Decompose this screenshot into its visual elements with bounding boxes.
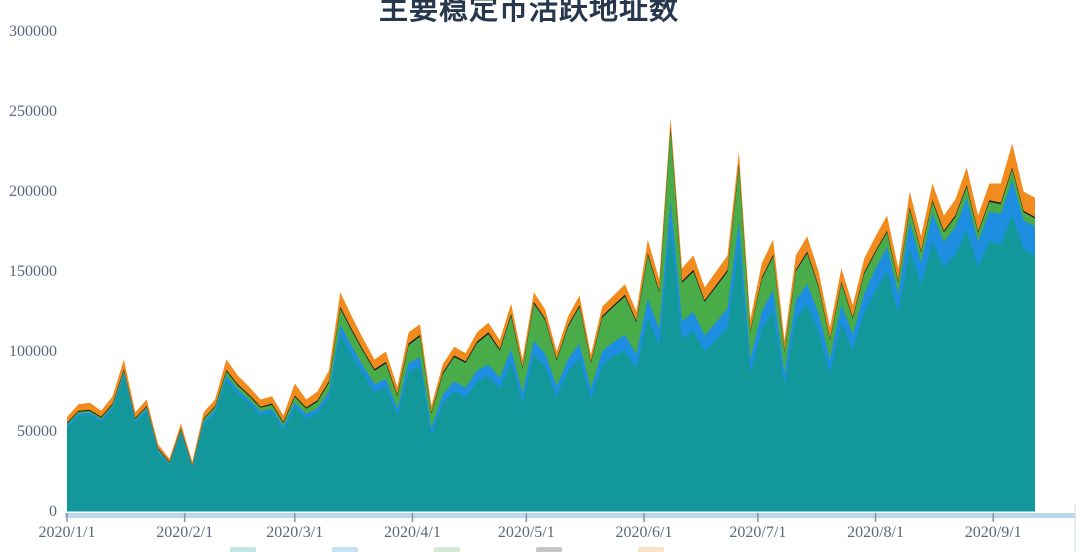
x-tick-label: 2020/3/1	[266, 524, 324, 541]
legend-marker-orange	[638, 547, 664, 552]
x-axis-tick	[874, 513, 877, 522]
x-axis-tick	[66, 513, 68, 522]
y-tick-label: 50000	[17, 422, 57, 440]
x-axis-tick	[183, 513, 186, 522]
legend-marker-black	[536, 547, 562, 552]
x-axis-tick	[294, 513, 296, 522]
legend-cropped	[230, 547, 664, 552]
x-axis-tick	[643, 513, 645, 522]
x-axis-tick	[411, 513, 414, 522]
y-tick-label: 250000	[9, 102, 57, 120]
x-tick-label: 2020/6/1	[615, 524, 673, 541]
x-tick-label: 2020/5/1	[497, 524, 555, 541]
x-tick-label: 2020/8/1	[847, 524, 904, 541]
legend-marker-blue	[332, 547, 358, 552]
y-tick-label: 100000	[9, 342, 57, 360]
plot-right-border	[1074, 505, 1076, 552]
x-axis-tick	[525, 513, 528, 522]
y-tick-label: 200000	[9, 182, 57, 200]
chart-title: 主要稳定币活跃地址数	[378, 0, 680, 26]
x-axis-tick	[992, 513, 994, 522]
x-axis-tick	[757, 513, 759, 522]
x-tick-label: 2020/4/1	[383, 524, 441, 541]
y-tick-label: 300000	[9, 22, 57, 40]
legend-marker-green	[434, 547, 460, 552]
y-tick-label: 0	[49, 502, 57, 520]
x-tick-label: 2020/1/1	[38, 524, 96, 541]
legend-marker-teal	[230, 547, 256, 552]
x-tick-label: 2020/2/1	[156, 524, 214, 541]
x-tick-label: 2020/7/1	[729, 524, 787, 541]
area-series-teal	[67, 214, 1035, 512]
y-tick-label: 150000	[9, 262, 57, 280]
x-axis-line	[65, 513, 1076, 518]
x-tick-label: 2020/9/1	[964, 524, 1022, 541]
